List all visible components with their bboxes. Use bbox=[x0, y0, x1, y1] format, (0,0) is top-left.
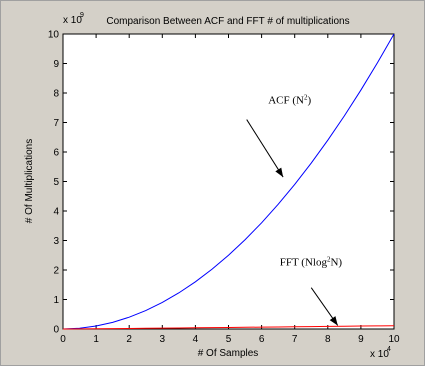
x-exponent-base: x 10 bbox=[370, 349, 389, 360]
x-tick-label: 0 bbox=[60, 334, 66, 345]
y-tick-label: 6 bbox=[53, 148, 59, 159]
y-tick-label: 8 bbox=[53, 89, 59, 100]
y-tick-label: 4 bbox=[53, 207, 59, 218]
plot-area bbox=[62, 33, 395, 330]
series-line-1 bbox=[62, 33, 395, 330]
x-tick-label: 2 bbox=[126, 334, 132, 345]
annotation-arrowhead-fft bbox=[329, 316, 338, 326]
y-tick-label: 10 bbox=[48, 30, 60, 41]
x-exponent: x 10 4 bbox=[370, 346, 391, 360]
y-tick-label: 0 bbox=[53, 325, 59, 336]
annotation-arrowhead-acf bbox=[275, 167, 284, 178]
chart-title: Comparison Between ACF and FFT # of mult… bbox=[106, 16, 349, 27]
x-tick-label: 8 bbox=[325, 334, 331, 345]
x-axis-label: # Of Samples bbox=[198, 348, 259, 359]
series-group bbox=[62, 33, 395, 330]
x-tick-label: 5 bbox=[226, 334, 232, 345]
y-axis-label: # Of Multiplications bbox=[24, 139, 35, 223]
y-tick-label: 3 bbox=[53, 236, 59, 247]
annotation-group: ACF (N2) FFT (Nlog2N) bbox=[246, 93, 343, 326]
annotation-label-fft: FFT (Nlog2N) bbox=[280, 256, 343, 269]
y-tick-label: 5 bbox=[53, 177, 59, 188]
annotation-arrow-acf bbox=[246, 119, 284, 178]
x-tick-label: 7 bbox=[292, 334, 298, 345]
series-line-2 bbox=[62, 325, 395, 330]
y-tick-label: 9 bbox=[53, 59, 59, 70]
y-exponent: x 10 9 bbox=[63, 12, 84, 26]
y-tick-label: 2 bbox=[53, 266, 59, 277]
annotation-label-acf: ACF (N2) bbox=[268, 93, 311, 106]
x-exponent-power: 4 bbox=[387, 346, 391, 353]
y-exponent-power: 9 bbox=[80, 12, 84, 19]
y-tick-label: 7 bbox=[53, 118, 59, 129]
y-tick-label: 1 bbox=[53, 295, 59, 306]
y-exponent-base: x 10 bbox=[63, 15, 82, 26]
tick-group: 0 1 2 3 4 5 6 7 8 9 10 0 1 2 3 4 5 6 7 8 9 10 bbox=[48, 30, 400, 346]
x-tick-label: 9 bbox=[358, 334, 364, 345]
x-tick-label: 6 bbox=[259, 334, 265, 345]
x-tick-label: 1 bbox=[93, 334, 99, 345]
x-tick-label: 3 bbox=[160, 334, 166, 345]
x-tick-label: 10 bbox=[388, 334, 400, 345]
x-tick-label: 4 bbox=[193, 334, 199, 345]
